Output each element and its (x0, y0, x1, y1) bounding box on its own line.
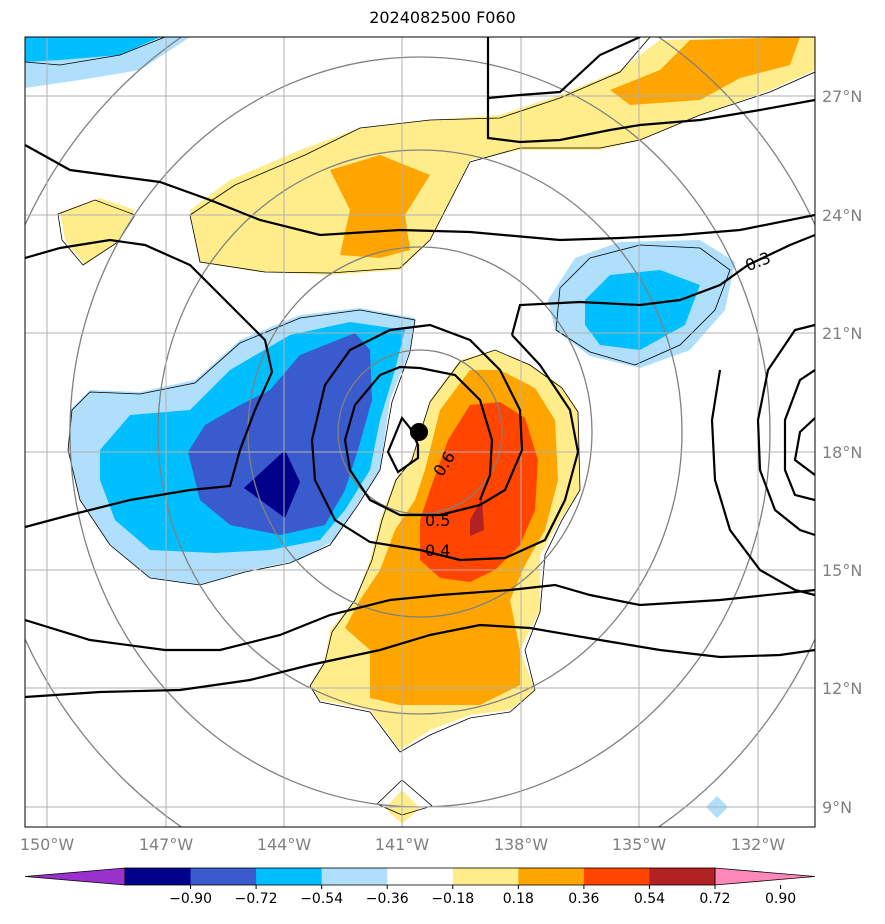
colorbar-segment (125, 868, 192, 885)
colorbar-tick-label: 0.36 (568, 891, 599, 907)
lat-label: 24°N (822, 206, 862, 225)
filled-contours (25, 37, 815, 824)
contour-line (419, 366, 494, 501)
colorbar-segment (583, 868, 650, 885)
shade-neg-mid (25, 37, 160, 62)
colorbar-segment (452, 868, 519, 885)
colorbar-tick-label: 0.54 (634, 891, 665, 907)
graticule (25, 37, 815, 827)
colorbar-segment (518, 868, 585, 885)
shade-pos-dark (420, 402, 538, 582)
colorbar-tick-label: 0.18 (503, 891, 534, 907)
contour-line (486, 98, 815, 144)
lon-label: 135°W (612, 835, 667, 854)
thin-contour (555, 244, 731, 366)
contour-line (756, 323, 815, 537)
lat-label: 27°N (822, 87, 862, 106)
shade-pos-darkest (470, 498, 484, 536)
lat-label: 9°N (822, 798, 852, 817)
shade-neg-mid (585, 270, 700, 350)
colorbar-segment (190, 868, 257, 885)
contour-line (486, 37, 641, 100)
plot-frame (24, 36, 816, 828)
contour-line (25, 144, 815, 242)
plot-area: 0.3 0.6 0.5 0.4 (25, 37, 815, 827)
contour-line (25, 238, 274, 529)
colorbar-tick-label: −0.90 (169, 891, 212, 907)
contour-line (25, 583, 815, 652)
lon-label: 150°W (20, 835, 75, 854)
range-ring (247, 246, 593, 618)
storm-center-marker (410, 423, 428, 441)
thin-contour (189, 71, 815, 274)
thin-contour (309, 349, 581, 753)
lon-label: 132°W (731, 835, 786, 854)
colorbar-segment (321, 868, 388, 885)
thin-contours (25, 37, 815, 816)
shade-neg-darkest (244, 450, 300, 518)
thin-contour (189, 37, 651, 216)
lat-label: 15°N (822, 561, 862, 580)
colorbar-extend-min (24, 867, 126, 886)
colorbar-tick-label: 0.72 (699, 891, 730, 907)
contour-line (783, 369, 815, 502)
colorbar-segment (649, 868, 716, 885)
colorbar: −0.90 −0.72 −0.54 −0.36 −0.18 0.18 0.36 0.54 0.7… (24, 867, 816, 907)
map-title: 2024082500 F060 (369, 8, 516, 27)
colorbar-segment (256, 868, 323, 885)
contour-line (710, 369, 815, 597)
lon-label: 147°W (139, 835, 194, 854)
contour-label: 0.4 (425, 541, 450, 560)
thin-contour (67, 309, 416, 586)
colorbar-segment (387, 868, 454, 885)
colorbar-tick-label: 0.90 (765, 891, 796, 907)
lat-label: 18°N (822, 443, 862, 462)
contour-line (793, 417, 815, 476)
contour-line (386, 415, 420, 474)
contour-line (310, 323, 580, 562)
colorbar-tick-label: −0.18 (431, 891, 474, 907)
thick-contours (25, 37, 815, 699)
contour-line (510, 233, 815, 336)
lon-label: 138°W (494, 835, 549, 854)
lat-label: 12°N (822, 679, 862, 698)
lat-labels: 27°N 24°N 21°N 18°N 15°N 12°N 9°N (822, 87, 862, 817)
colorbar-frame (124, 867, 716, 886)
colorbar-tick-label: −0.54 (300, 891, 343, 907)
colorbar-tick-label: −0.72 (235, 891, 278, 907)
shade-pos-mid (610, 37, 800, 105)
thin-contour (376, 779, 433, 816)
lon-labels: 150°W 147°W 144°W 141°W 138°W 135°W 132°… (20, 835, 786, 854)
colorbar-extend-max (714, 867, 816, 886)
range-ring (157, 149, 683, 715)
colorbar-tick-label: −0.36 (366, 891, 409, 907)
thin-contour (25, 37, 166, 66)
lat-label: 21°N (822, 324, 862, 343)
contour-label: 0.5 (425, 511, 450, 530)
lon-label: 141°W (375, 835, 430, 854)
lon-label: 144°W (257, 835, 312, 854)
contour-line (25, 623, 815, 699)
